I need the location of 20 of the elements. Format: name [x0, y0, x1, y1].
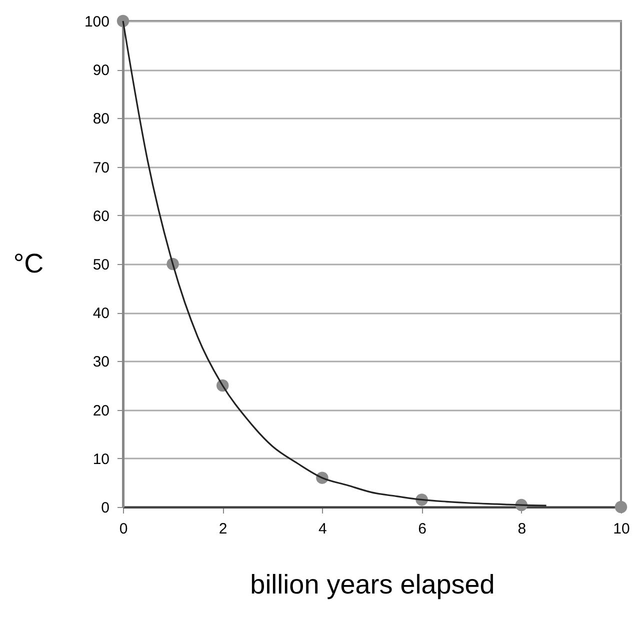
- y-axis-title: °C: [13, 248, 44, 278]
- y-tick-label: 20: [92, 402, 110, 420]
- x-tick-label: 6: [418, 520, 426, 538]
- y-tick-label: 60: [92, 208, 110, 225]
- x-tick-label: 0: [119, 520, 128, 538]
- x-tick-label: 10: [613, 520, 630, 538]
- y-tick-label: 10: [92, 450, 110, 468]
- y-tick-label: 30: [92, 354, 110, 371]
- x-tick-label: 8: [518, 520, 526, 538]
- x-tick-label: 4: [318, 520, 327, 538]
- y-tick-label: 50: [92, 256, 110, 274]
- y-tick-label: 90: [92, 62, 110, 80]
- y-tick-label: 40: [92, 305, 110, 322]
- point: [614, 500, 628, 514]
- y-tick-label: 70: [92, 159, 110, 176]
- x-tick-label: 2: [218, 520, 228, 538]
- x-axis-title: billion years elapsed: [250, 570, 495, 600]
- y-tick-label: 80: [92, 110, 110, 128]
- y-tick-label: 100: [84, 14, 110, 30]
- y-tick-label: 0: [101, 500, 110, 516]
